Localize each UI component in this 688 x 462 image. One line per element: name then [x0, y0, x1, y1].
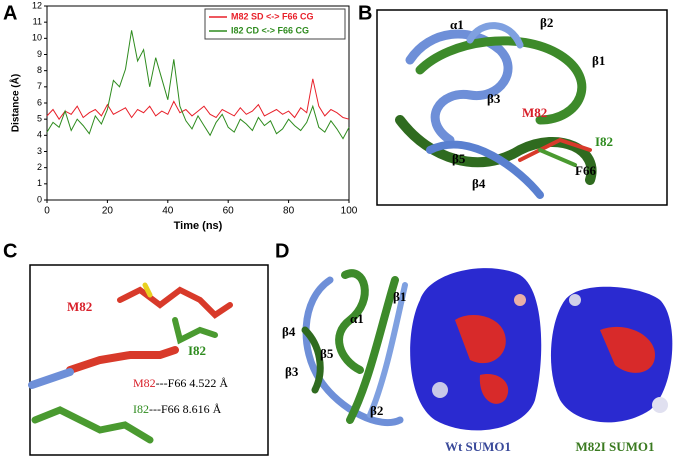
- structure-caption: M82I SUMO1: [575, 439, 654, 454]
- surface-mutant: [550, 286, 673, 423]
- legend-label: I82 CD <-> F66 CG: [231, 25, 309, 35]
- x-tick-label: 20: [102, 206, 114, 217]
- y-tick-label: 0: [37, 194, 42, 204]
- y-axis-label: Distance (Å): [9, 74, 22, 132]
- structure-label: α1: [350, 311, 364, 326]
- structure-label: I82: [595, 134, 613, 149]
- panel-label: B: [358, 2, 372, 24]
- y-tick-label: 11: [33, 17, 42, 27]
- y-tick-label: 12: [32, 0, 42, 10]
- panel-label: A: [3, 2, 17, 24]
- surface-wt: [410, 268, 542, 431]
- panel-label: C: [3, 240, 17, 262]
- x-tick-label: 100: [341, 206, 358, 217]
- ribbon-structure: [395, 22, 597, 199]
- y-tick-label: 5: [37, 114, 42, 124]
- structure-label: β1: [393, 289, 406, 304]
- stick-model: [28, 282, 233, 444]
- distance-label: M82---F66 4.522 Å: [133, 376, 228, 390]
- structure-label: F66: [575, 163, 596, 178]
- residue-name: M82: [133, 376, 156, 390]
- y-tick-label: 7: [37, 81, 42, 91]
- distance-label: I82---F66 8.616 Å: [133, 402, 222, 416]
- y-tick-label: 9: [37, 49, 42, 59]
- series-line: [46, 78, 350, 121]
- y-tick-label: 4: [37, 130, 42, 140]
- x-tick-label: 40: [162, 206, 174, 217]
- structure-label: β4: [472, 176, 486, 191]
- structure-caption: Wt SUMO1: [445, 439, 511, 454]
- y-tick-label: 6: [37, 97, 42, 107]
- panel-label: D: [275, 240, 289, 262]
- legend-label: M82 SD <-> F66 CG: [231, 11, 314, 21]
- legend-box: [204, 8, 346, 40]
- structure-label: M82: [522, 105, 547, 120]
- structure-label: β5: [320, 346, 334, 361]
- x-tick-label: 60: [223, 206, 235, 217]
- y-tick-label: 10: [32, 33, 42, 43]
- residue-name: I82: [133, 402, 149, 416]
- x-tick-label: 0: [44, 206, 50, 217]
- y-tick-label: 2: [37, 162, 42, 172]
- y-tick-label: 3: [37, 146, 42, 156]
- residue-label: I82: [188, 343, 206, 358]
- series-line: [46, 30, 350, 140]
- structure-label: β2: [370, 403, 383, 418]
- structure-label: β3: [285, 364, 299, 379]
- structure-label: β1: [592, 53, 605, 68]
- x-tick-label: 80: [283, 206, 295, 217]
- y-tick-label: 1: [37, 178, 42, 188]
- distance-value: ---F66 8.616 Å: [149, 402, 222, 416]
- x-axis-label: Time (ns): [174, 220, 223, 232]
- structure-label: β4: [282, 324, 296, 339]
- structure-label: β2: [540, 15, 553, 30]
- structure-label: β3: [487, 91, 501, 106]
- structure-label: α1: [450, 17, 464, 32]
- distance-value: ---F66 4.522 Å: [156, 376, 229, 390]
- residue-label: M82: [67, 299, 92, 314]
- y-tick-label: 8: [37, 65, 42, 75]
- ribbon-structure: [301, 269, 408, 427]
- structure-label: β5: [452, 151, 466, 166]
